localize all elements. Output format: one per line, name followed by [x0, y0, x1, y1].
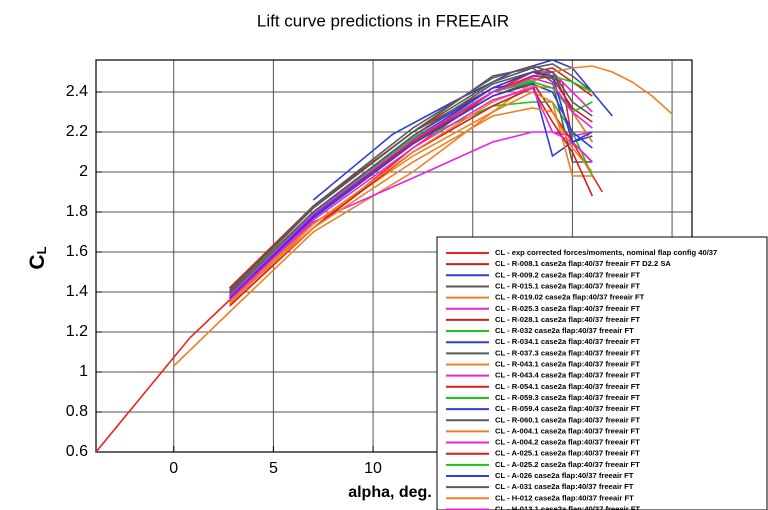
legend-label: CL - A-031 case2a flap:40/37 freeair FT [495, 482, 634, 491]
legend-label: CL - R-043.4 case2a flap:40/37 freeair F… [495, 371, 640, 380]
legend-label: CL - R-059.4 case2a flap:40/37 freeair F… [495, 404, 640, 413]
legend-label: CL - R-054.1 case2a flap:40/37 freeair F… [495, 382, 640, 391]
legend-label: CL - A-025.1 case2a flap:40/37 freeair F… [495, 449, 640, 458]
legend-label: CL - exp corrected forces/moments, nomin… [495, 248, 717, 257]
series-line [229, 86, 594, 307]
series-line [229, 107, 593, 303]
x-axis-label: alpha, deg. [348, 484, 432, 501]
y-tick-label: 1.2 [66, 323, 88, 340]
legend-label: CL - R-009.2 case2a flap:40/37 freeair F… [495, 270, 640, 279]
y-tick-label: 1.8 [66, 203, 88, 220]
y-axis-label: CL [26, 246, 50, 269]
series-line [229, 71, 593, 299]
legend-label: CL - R-037.3 case2a flap:40/37 freeair F… [495, 348, 640, 357]
legend-label: CL - R-032 case2a flap:40/37 freeair FT [495, 326, 634, 335]
y-tick-label: 1.4 [66, 283, 88, 300]
legend-label: CL - H-013.1 case2a flap:40/37 freeair F… [495, 504, 640, 510]
legend-label: CL - R-025.3 case2a flap:40/37 freeair F… [495, 304, 640, 313]
legend-label: CL - R-043.1 case2a flap:40/37 freeair F… [495, 360, 640, 369]
y-tick-label: 2.2 [66, 123, 88, 140]
y-label-sub: L [34, 246, 49, 254]
series-line [229, 87, 593, 301]
y-tick-label: 1 [79, 363, 88, 380]
legend-label: CL - A-004.2 case2a flap:40/37 freeair F… [495, 438, 640, 447]
x-tick-label: 0 [169, 460, 178, 477]
series-line [229, 77, 593, 297]
y-tick-label: 2.4 [66, 83, 88, 100]
legend-label: CL - R-019.02 case2a flap:40/37 freeair … [495, 293, 645, 302]
legend-label: CL - R-034.1 case2a flap:40/37 freeair F… [495, 337, 640, 346]
legend-label: CL - R-060.1 case2a flap:40/37 freeair F… [495, 415, 640, 424]
y-tick-label: 0.8 [66, 403, 88, 420]
legend-label: CL - H-012 case2a flap:40/37 freeair FT [495, 493, 634, 502]
legend-label: CL - A-004.1 case2a flap:40/37 freeair F… [495, 426, 640, 435]
legend-label: CL - A-026 case2a flap:40/37 freeair FT [495, 471, 634, 480]
legend-label: CL - R-028.1 case2a flap:40/37 freeair F… [495, 315, 640, 324]
series-line [229, 83, 593, 301]
series-line [229, 65, 593, 293]
y-tick-label: 0.6 [66, 443, 88, 460]
y-tick-label: 1.6 [66, 243, 88, 260]
x-tick-label: 10 [364, 460, 382, 477]
y-label-main: C [26, 254, 49, 269]
legend-box [436, 236, 768, 510]
legend-label: CL - R-059.3 case2a flap:40/37 freeair F… [495, 393, 640, 402]
chart-title: Lift curve predictions in FREEAIR [257, 11, 509, 30]
series-line [229, 71, 593, 295]
y-tick-label: 2 [79, 163, 88, 180]
legend-label: CL - R-008.1 case2a flap:40/37 freeair F… [495, 259, 671, 268]
legend-label: CL - A-025.2 case2a flap:40/37 freeair F… [495, 460, 640, 469]
x-tick-label: 5 [269, 460, 278, 477]
legend-label: CL - R-015.1 case2a flap:40/37 freeair F… [495, 281, 640, 290]
